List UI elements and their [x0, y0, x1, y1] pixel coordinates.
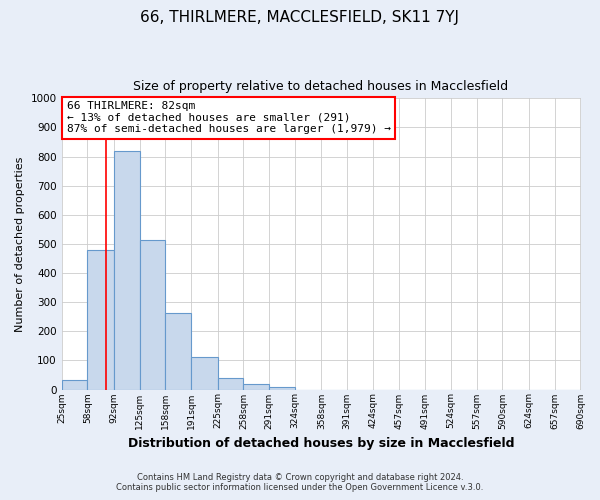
Bar: [87, 250, 114, 390]
Bar: [166, 313, 191, 390]
Title: Size of property relative to detached houses in Macclesfield: Size of property relative to detached ho…: [133, 80, 509, 93]
Bar: [114, 150, 140, 390]
Text: 66, THIRLMERE, MACCLESFIELD, SK11 7YJ: 66, THIRLMERE, MACCLESFIELD, SK11 7YJ: [140, 10, 460, 25]
Y-axis label: Number of detached properties: Number of detached properties: [15, 156, 25, 332]
Bar: [62, 380, 87, 390]
Bar: [244, 384, 269, 390]
Bar: [218, 378, 244, 390]
Bar: [269, 386, 295, 390]
Bar: [140, 240, 166, 390]
Bar: [191, 358, 218, 390]
Text: Contains HM Land Registry data © Crown copyright and database right 2024.
Contai: Contains HM Land Registry data © Crown c…: [116, 473, 484, 492]
Text: 66 THIRLMERE: 82sqm
← 13% of detached houses are smaller (291)
87% of semi-detac: 66 THIRLMERE: 82sqm ← 13% of detached ho…: [67, 101, 391, 134]
X-axis label: Distribution of detached houses by size in Macclesfield: Distribution of detached houses by size …: [128, 437, 514, 450]
